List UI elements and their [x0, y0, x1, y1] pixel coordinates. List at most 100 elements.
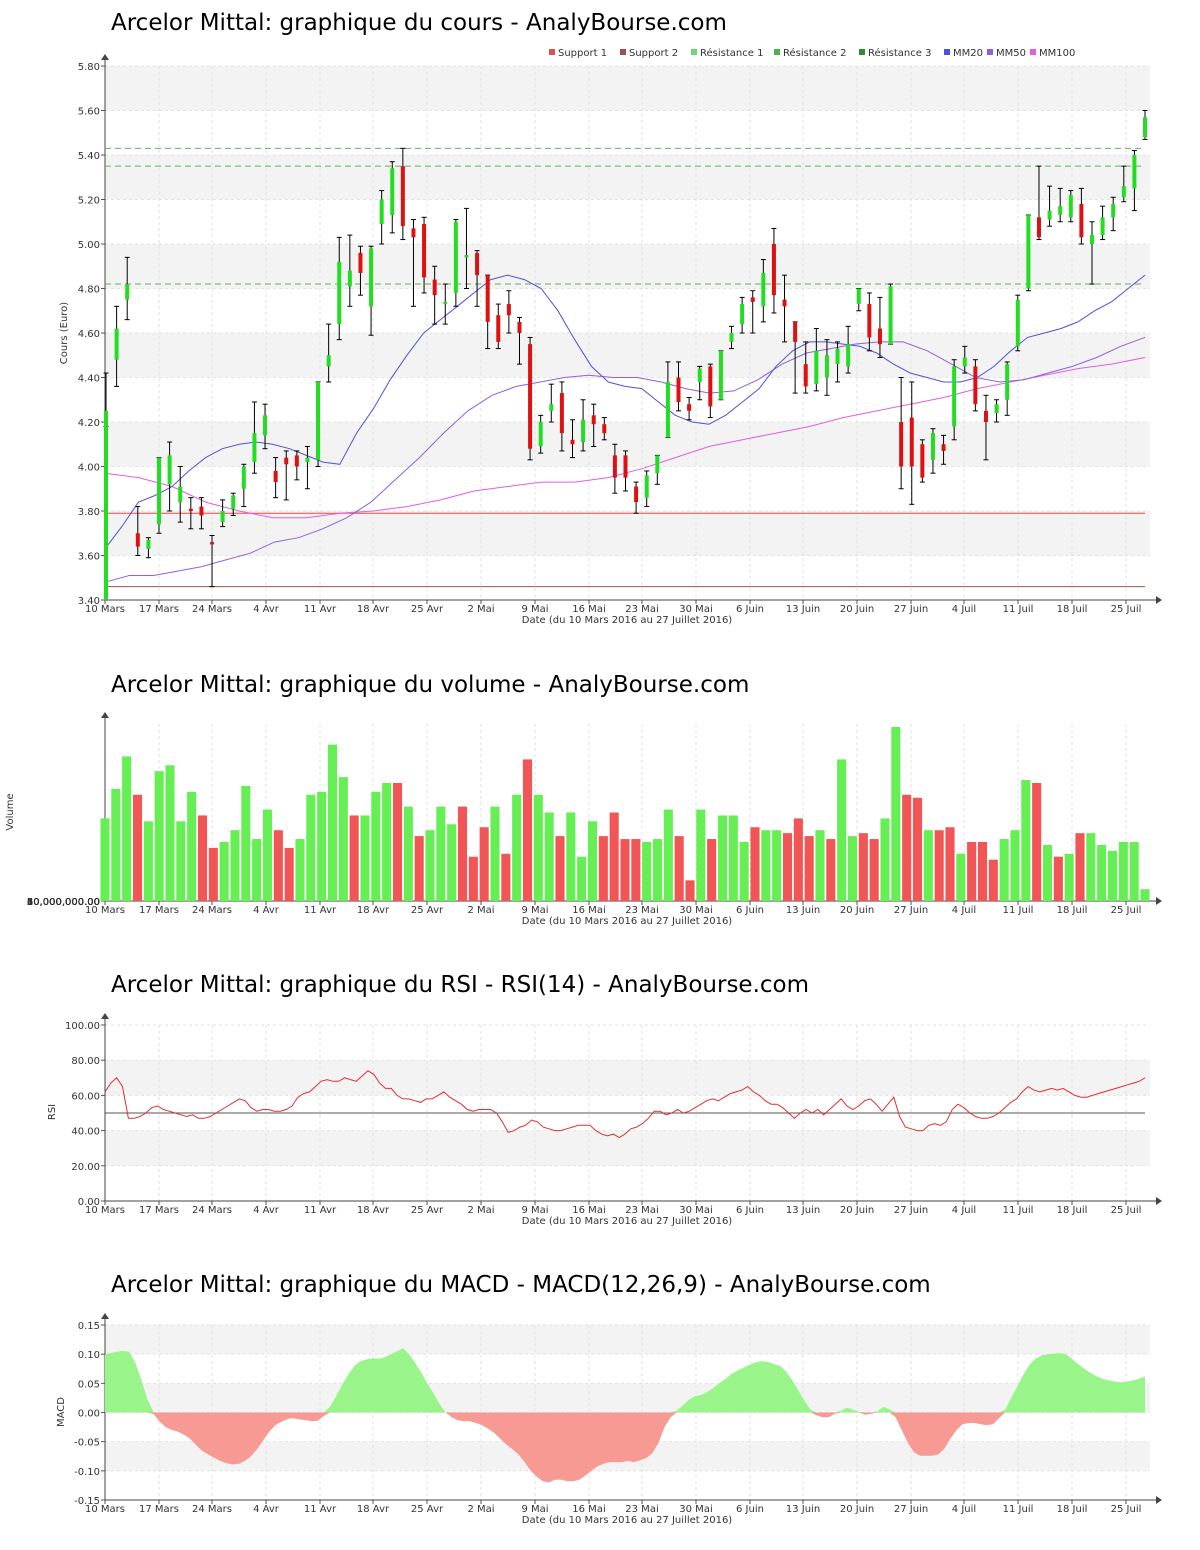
volume-bar — [793, 818, 803, 901]
price-band — [105, 244, 1150, 289]
volume-bar — [490, 806, 500, 901]
candle-body — [655, 455, 660, 474]
price-xtick-label: 9 Mai — [521, 604, 548, 615]
candle-body — [962, 357, 967, 367]
price-xtick-label: 18 Juil — [1057, 604, 1088, 615]
candle-body — [602, 424, 607, 434]
rsi-band — [105, 1060, 1150, 1096]
volume-bar — [967, 842, 977, 901]
candle-body — [475, 252, 480, 276]
candle-body — [305, 457, 310, 463]
candle-body — [1089, 235, 1094, 244]
macd-chart: -0.15 -0.10 -0.05 0.00 0.05 0.10 0.15 10 Mars 17… — [56, 1313, 1162, 1526]
rsi-y-axis-label: RSI — [47, 1104, 58, 1120]
volume-bar — [208, 847, 218, 901]
candle-body — [570, 439, 575, 445]
price-x-axis-label: Date (du 10 Mars 2016 au 27 Juillet 2016… — [522, 615, 733, 626]
price-ytick-label: 3.80 — [78, 507, 100, 518]
candle-body — [1143, 117, 1147, 138]
volume-bar — [685, 880, 695, 901]
volume-bar — [154, 771, 164, 901]
candle-body — [634, 486, 639, 503]
macd-xtick-label: 16 Mai — [572, 1504, 605, 1515]
candle-body — [326, 355, 331, 367]
volume-bar — [750, 827, 760, 901]
volume-bar — [111, 788, 121, 901]
rsi-xtick-label: 23 Mai — [625, 1205, 658, 1216]
volume-bar — [674, 836, 684, 901]
volume-bar — [1021, 780, 1031, 901]
candle-body — [104, 410, 108, 600]
volume-bar — [945, 827, 955, 901]
rsi-band — [105, 1130, 1150, 1166]
legend-swatch — [774, 49, 780, 55]
volume-bar — [1075, 833, 1085, 901]
price-chart: 3.40 3.60 3.80 4.00 4.20 4.40 4.60 4.80 5.00 5.20… — [59, 47, 1162, 626]
volume-xtick-label: 25 Juil — [1111, 905, 1142, 916]
volume-bar — [197, 815, 208, 901]
rsi-xtick-label: 17 Mars — [139, 1205, 179, 1216]
macd-xtick-label: 11 Avr — [304, 1504, 337, 1515]
volume-bar — [956, 853, 966, 901]
legend-swatch — [944, 49, 950, 55]
candle-body — [241, 466, 246, 489]
rsi-xtick-label: 16 Mai — [572, 1205, 605, 1216]
volume-bar — [772, 830, 782, 901]
volume-bar — [717, 815, 728, 901]
volume-bar — [902, 794, 912, 901]
rsi-ytick-label: 80.00 — [71, 1056, 100, 1067]
candle-body — [1058, 206, 1063, 216]
candle-body — [400, 166, 405, 227]
volume-xtick-label: 27 Juin — [894, 905, 928, 916]
rsi-xtick-label: 30 Mai — [679, 1205, 712, 1216]
volume-chart-panel: Arcelor Mittal: graphique du volume - An… — [0, 640, 1200, 940]
candle-body — [1036, 217, 1041, 238]
volume-ytick-label: 30,000,000.00 — [27, 897, 100, 908]
rsi-xtick-label: 6 Juin — [736, 1205, 764, 1216]
candle-body — [1111, 203, 1116, 218]
macd-band — [105, 1383, 1150, 1413]
price-chart-title: Arcelor Mittal: graphique du cours - Ana… — [111, 10, 727, 36]
volume-bar — [804, 836, 814, 901]
volume-ytick-label: 60,000,000.00 — [27, 897, 100, 908]
rsi-xtick-label: 25 Avr — [411, 1205, 444, 1216]
volume-bar — [252, 839, 262, 901]
volume-bar — [100, 818, 110, 901]
volume-bar — [327, 744, 338, 901]
candle-body — [750, 297, 755, 302]
candle-body — [506, 304, 511, 316]
rsi-xtick-label: 4 Avr — [253, 1205, 280, 1216]
volume-bar — [620, 839, 630, 901]
candle-body — [411, 228, 416, 238]
volume-bar — [663, 809, 673, 901]
price-y-axis-arrow — [101, 54, 109, 60]
candle-body — [1132, 155, 1137, 189]
volume-ytick-label: 40,000,000.00 — [27, 897, 100, 908]
macd-xtick-label: 6 Juin — [736, 1504, 764, 1515]
price-ytick-label: 5.00 — [78, 240, 100, 251]
price-xtick-label: 30 Mai — [679, 604, 712, 615]
rsi-ytick-label: 0.00 — [78, 1197, 100, 1208]
volume-bar — [587, 821, 598, 901]
volume-bar — [501, 853, 511, 901]
candle-body — [157, 457, 162, 525]
volume-ytick-label: 20,000,000.00 — [27, 897, 100, 908]
price-xtick-label: 11 Juil — [1003, 604, 1034, 615]
candle-body — [909, 417, 914, 467]
volume-bar — [631, 839, 641, 901]
price-xtick-label: 17 Mars — [139, 604, 179, 615]
price-xtick-label: 27 Juin — [894, 604, 928, 615]
price-x-axis-arrow — [1156, 596, 1162, 604]
candle-body — [930, 433, 935, 460]
volume-bar — [652, 839, 663, 901]
volume-xtick-label: 30 Mai — [679, 905, 712, 916]
volume-bar — [403, 806, 413, 901]
macd-xtick-label: 18 Avr — [357, 1504, 390, 1515]
volume-bar — [837, 759, 847, 901]
candle-body — [1015, 299, 1020, 347]
price-xtick-label: 20 Juin — [840, 604, 874, 615]
legend-label: MM50 — [996, 48, 1026, 59]
rsi-chart-panel: Arcelor Mittal: graphique du RSI - RSI(1… — [0, 940, 1200, 1240]
macd-xtick-label: 25 Avr — [411, 1504, 444, 1515]
volume-bar — [165, 765, 175, 901]
